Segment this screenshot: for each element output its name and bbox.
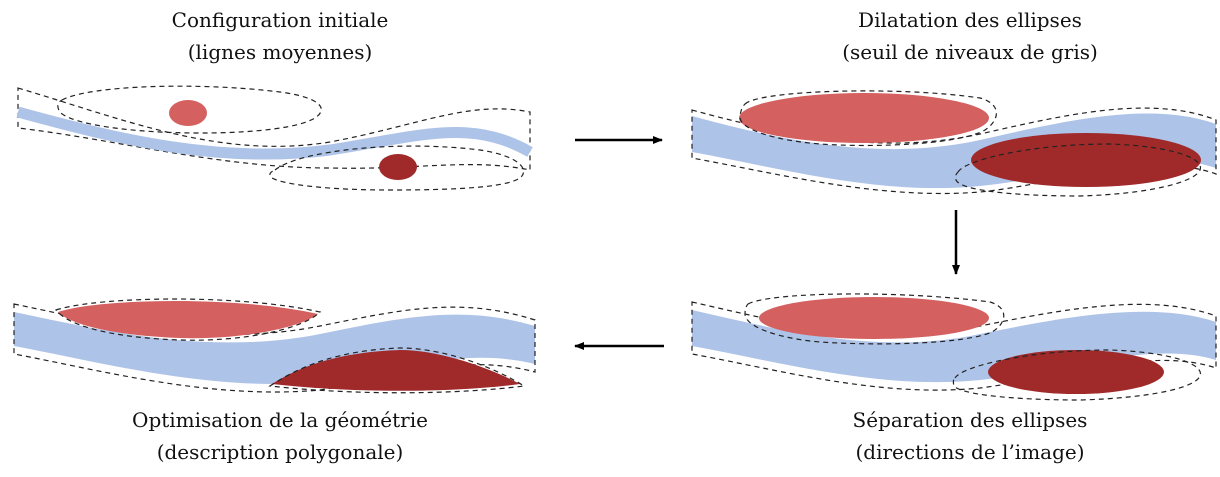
band-envelope bbox=[691, 107, 1217, 195]
light-separated-ellipse bbox=[759, 297, 989, 339]
step-1-caption: Configuration initiale (lignes moyennes) bbox=[130, 4, 430, 68]
dark-seed-ellipse bbox=[379, 154, 417, 180]
median-band bbox=[16, 106, 533, 160]
light-seed-ellipse bbox=[169, 100, 207, 126]
thick-band bbox=[692, 310, 1216, 383]
panel-ellipse-dilation bbox=[691, 90, 1217, 197]
step-2-caption: Dilatation des ellipses (seuil de niveau… bbox=[790, 4, 1150, 68]
step-3-subtitle: (description polygonale) bbox=[156, 440, 404, 464]
step-1-title: Configuration initiale bbox=[171, 8, 389, 32]
panel-geometry-optimisation bbox=[13, 298, 536, 394]
dark-separated-ellipse bbox=[988, 350, 1164, 394]
step-3-title: Optimisation de la géométrie bbox=[132, 408, 428, 432]
upper-polygon-envelope bbox=[54, 298, 322, 341]
band-envelope bbox=[17, 87, 531, 171]
panel-ellipse-separation bbox=[691, 293, 1217, 401]
lower-ellipse-envelope bbox=[269, 145, 525, 191]
panel-initial-configuration bbox=[16, 85, 533, 191]
dark-polygon bbox=[272, 350, 520, 391]
upper-ellipse-envelope bbox=[739, 90, 997, 147]
step-2-subtitle: (seuil de niveaux de gris) bbox=[842, 40, 1098, 64]
light-polygon bbox=[58, 301, 318, 339]
step-4-title: Séparation des ellipses bbox=[852, 408, 1088, 432]
light-dilated-ellipse bbox=[739, 93, 989, 143]
step-4-subtitle: (directions de l’image) bbox=[855, 440, 1085, 464]
step-1-subtitle: (lignes moyennes) bbox=[187, 40, 373, 64]
lower-ellipse-envelope bbox=[952, 349, 1201, 401]
dark-dilated-ellipse bbox=[971, 133, 1201, 187]
step-2-title: Dilatation des ellipses bbox=[858, 8, 1082, 32]
step-4-caption: Séparation des ellipses (directions de l… bbox=[790, 404, 1150, 468]
thick-band bbox=[692, 113, 1216, 189]
lower-ellipse-envelope bbox=[955, 143, 1201, 197]
lower-polygon-envelope bbox=[268, 347, 526, 394]
step-3-caption: Optimisation de la géométrie (descriptio… bbox=[100, 404, 460, 468]
upper-ellipse-envelope bbox=[744, 293, 1005, 345]
